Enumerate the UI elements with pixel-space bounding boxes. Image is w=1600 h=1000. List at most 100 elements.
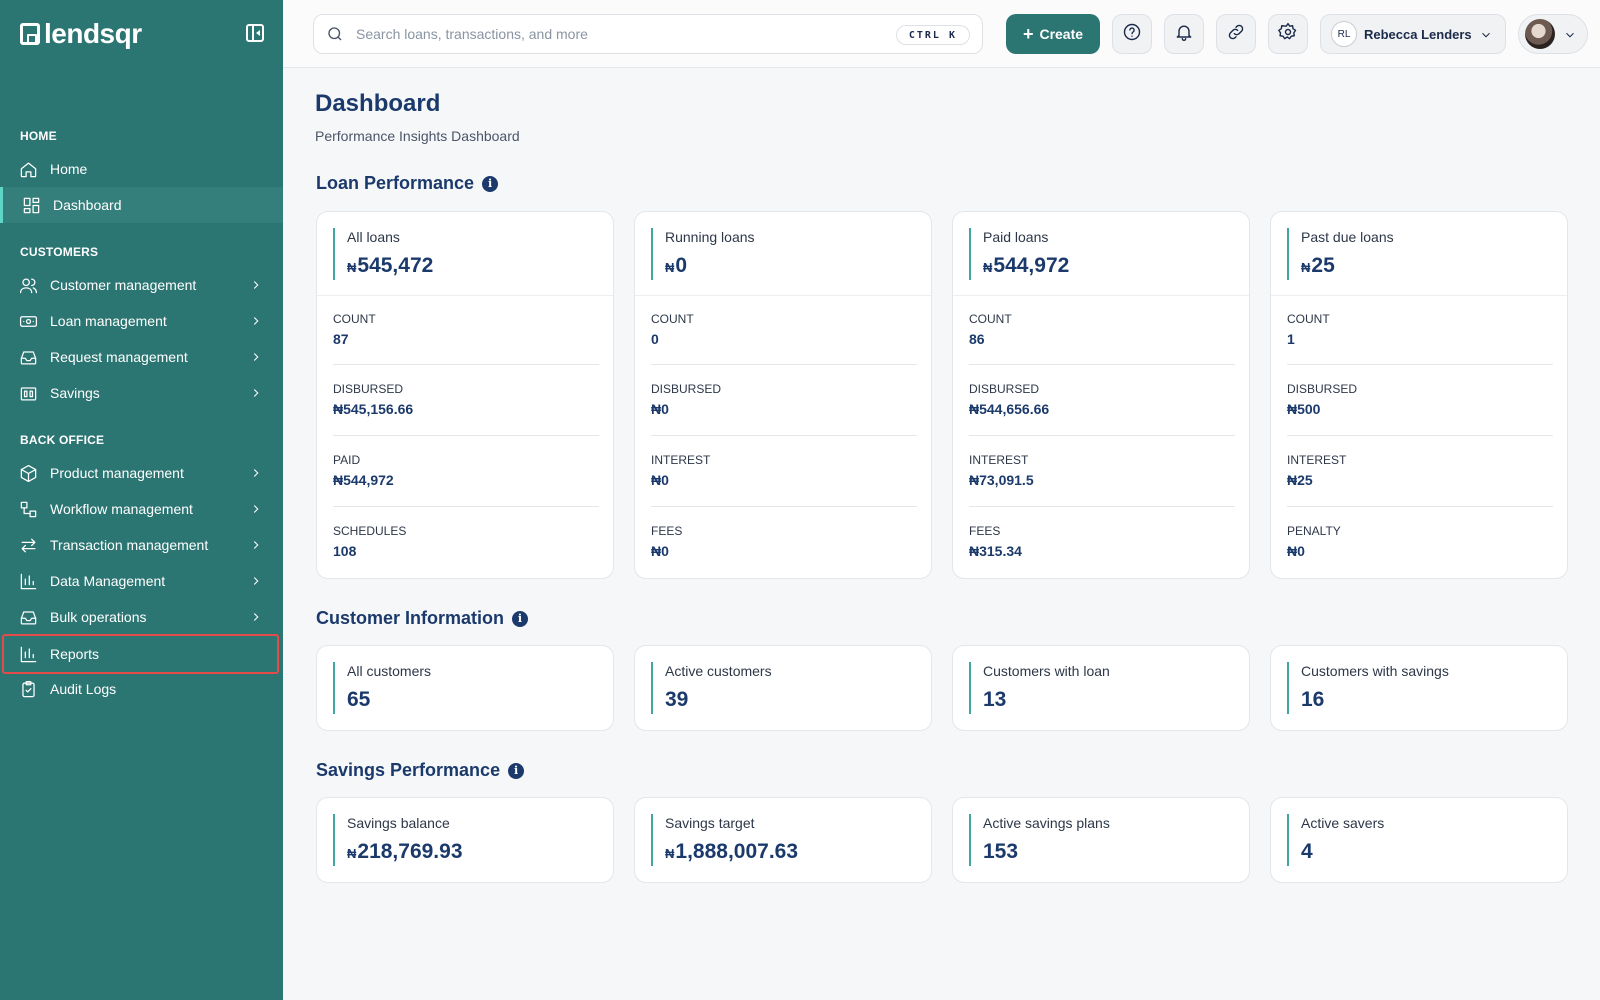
divider	[651, 506, 917, 507]
card-value-number: 544,972	[993, 254, 1070, 277]
notifications-button[interactable]	[1164, 14, 1204, 54]
stat-value: ₦545,156.66	[333, 401, 414, 417]
divider	[969, 435, 1235, 436]
user-menu[interactable]: RL Rebecca Lenders	[1320, 14, 1506, 54]
sidebar-item-transaction-management[interactable]: Transaction management	[0, 527, 283, 563]
avatar-menu[interactable]	[1518, 14, 1588, 54]
chevron-right-icon	[249, 386, 263, 400]
loan-card-running-loans: Running loans ₦0 COUNT 0 DISBURSED ₦0 INTE…	[634, 211, 932, 579]
card-header: Active savings plans 153	[953, 798, 1249, 882]
sidebar-item-label: Bulk operations	[50, 609, 147, 625]
card-accent-bar	[651, 228, 653, 280]
brand-logo[interactable]: lendsqr	[20, 18, 142, 50]
savings-card-active-savings-plans: Active savings plans 153	[952, 797, 1250, 883]
card-accent-bar	[333, 662, 335, 714]
chart-icon	[18, 644, 38, 664]
stat-value: ₦0	[651, 472, 669, 488]
card-header: Active customers 39	[635, 646, 931, 730]
info-icon[interactable]: i	[512, 610, 529, 627]
sidebar-item-label: Home	[50, 161, 88, 177]
chevron-right-icon	[249, 314, 263, 328]
stat-row: COUNT 0	[651, 312, 917, 347]
card-value-number: 0	[675, 254, 688, 277]
loan-card-past-due-loans: Past due loans ₦25 COUNT 1 DISBURSED ₦500 …	[1270, 211, 1568, 579]
stat-label: DISBURSED	[1287, 382, 1358, 396]
stat-label: DISBURSED	[333, 382, 404, 396]
stat-value: 1	[1287, 331, 1295, 347]
customer-information-heading: Customer Information i	[316, 608, 529, 629]
card-label: Savings target	[665, 815, 755, 831]
stat-row: INTEREST ₦25	[1287, 453, 1553, 488]
collapse-sidebar-icon[interactable]	[246, 24, 264, 42]
card-label: Paid loans	[983, 229, 1049, 245]
page-subtitle: Performance Insights Dashboard	[315, 128, 520, 144]
card-value-number: 25	[1311, 254, 1335, 277]
card-value-number: 545,472	[357, 254, 434, 277]
stat-value: 108	[333, 543, 357, 559]
stat-label: COUNT	[651, 312, 694, 326]
stat-value: ₦73,091.5	[969, 472, 1034, 488]
help-button[interactable]	[1112, 14, 1152, 54]
page-title: Dashboard	[315, 90, 441, 117]
card-label: All loans	[347, 229, 400, 245]
sidebar-item-bulk-operations[interactable]: Bulk operations	[0, 599, 283, 635]
sidebar: lendsqr HOME CUSTOMERS BACK OFFICE Home …	[0, 0, 283, 1000]
customer-card-all-customers: All customers 65	[316, 645, 614, 731]
card-header: Active savers 4	[1271, 798, 1567, 882]
stat-value: ₦544,656.66	[969, 401, 1050, 417]
chevron-right-icon	[249, 538, 263, 552]
divider	[651, 435, 917, 436]
sidebar-item-label: Product management	[50, 465, 184, 481]
info-icon[interactable]: i	[508, 762, 525, 779]
sidebar-item-data-management[interactable]: Data Management	[0, 563, 283, 599]
stat-value: ₦500	[1287, 401, 1321, 417]
stat-value: ₦544,972	[333, 472, 394, 488]
sidebar-item-reports[interactable]: Reports	[2, 634, 279, 674]
stat-label: DISBURSED	[969, 382, 1040, 396]
card-value: 153	[983, 840, 1019, 863]
sidebar-item-product-management[interactable]: Product management	[0, 455, 283, 491]
info-icon[interactable]: i	[482, 175, 499, 192]
sidebar-item-home[interactable]: Home	[0, 151, 283, 187]
settings-button[interactable]	[1268, 14, 1308, 54]
divider	[333, 364, 599, 365]
search-icon	[326, 25, 344, 43]
search-input[interactable]	[356, 26, 876, 42]
link-button[interactable]	[1216, 14, 1256, 54]
search-bar[interactable]: CTRL K	[313, 14, 983, 54]
chevron-down-icon	[1479, 28, 1493, 47]
user-initials-badge: RL	[1331, 21, 1357, 47]
divider	[1287, 435, 1553, 436]
card-accent-bar	[651, 814, 653, 866]
savings-card-savings-target: Savings target ₦1,888,007.63	[634, 797, 932, 883]
customer-card-active-customers: Active customers 39	[634, 645, 932, 731]
dashboard-icon	[21, 195, 41, 215]
section-title: Loan Performance	[316, 173, 475, 193]
sidebar-item-label: Reports	[50, 646, 100, 662]
stat-label: FEES	[969, 524, 1001, 538]
sidebar-item-workflow-management[interactable]: Workflow management	[0, 491, 283, 527]
section-title: Customer Information	[316, 608, 505, 628]
sidebar-item-label: Savings	[50, 385, 100, 401]
sidebar-item-savings[interactable]: Savings	[0, 375, 283, 411]
stat-label: FEES	[651, 524, 683, 538]
sidebar-item-request-management[interactable]: Request management	[0, 339, 283, 375]
sidebar-item-dashboard[interactable]: Dashboard	[0, 187, 283, 223]
stat-value: 86	[969, 331, 985, 347]
create-button[interactable]: + Create	[1006, 14, 1100, 54]
card-label: All customers	[347, 663, 432, 679]
card-label: Customers with savings	[1301, 663, 1449, 679]
card-accent-bar	[969, 662, 971, 714]
stat-label: INTEREST	[969, 453, 1029, 467]
stat-row: COUNT 1	[1287, 312, 1553, 347]
sidebar-item-customer-management[interactable]: Customer management	[0, 267, 283, 303]
card-value-number: 1,888,007.63	[675, 840, 799, 863]
chart-icon	[18, 571, 38, 591]
sidebar-item-loan-management[interactable]: Loan management	[0, 303, 283, 339]
plus-icon: +	[1022, 24, 1034, 44]
card-value: ₦544,972	[983, 254, 1069, 278]
card-label: Savings balance	[347, 815, 450, 831]
logo-icon	[20, 23, 40, 45]
currency-symbol: ₦	[665, 260, 675, 275]
sidebar-item-audit-logs[interactable]: Audit Logs	[0, 671, 283, 707]
